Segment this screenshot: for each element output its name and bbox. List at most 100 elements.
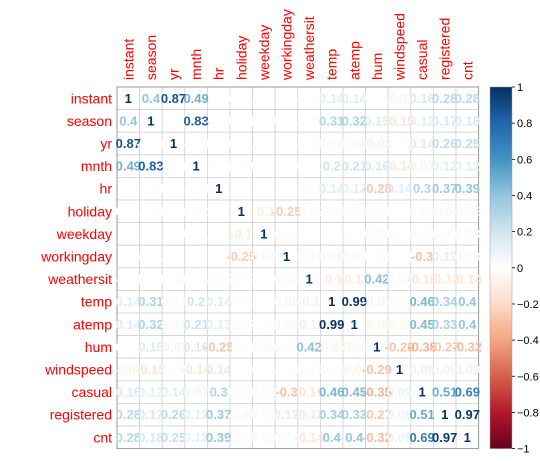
cell-value: -0.35: [407, 339, 437, 354]
cell-value: -0.1: [298, 294, 320, 309]
cell-value: -0.05: [339, 339, 369, 354]
cell-value: 0: [260, 113, 267, 128]
cell-value: 0.12: [183, 430, 208, 445]
legend-tick-label: 0.6: [517, 154, 532, 166]
cell-value: -0.01: [136, 181, 166, 196]
cell-value: -0.03: [226, 317, 256, 332]
cell-value: 0: [283, 181, 290, 196]
cell-value: 1: [418, 385, 425, 400]
cell-value: -0.02: [317, 362, 347, 377]
cell-value: -0.15: [294, 385, 324, 400]
row-label: season: [67, 113, 112, 129]
cell-value: 0: [170, 226, 177, 241]
cell-value: -0.01: [159, 113, 189, 128]
cell-value: 0.34: [319, 407, 345, 422]
cell-value: 0: [125, 181, 132, 196]
cell-value: 0.18: [138, 430, 163, 445]
cell-value: -0.1: [230, 226, 252, 241]
cell-value: 0.09: [387, 430, 412, 445]
cell-value: -0.14: [181, 362, 211, 377]
cell-value: 0.14: [206, 362, 232, 377]
cell-value: 0.37: [432, 181, 457, 196]
cell-value: 0.01: [161, 204, 186, 219]
cell-value: -0.3: [275, 385, 297, 400]
cell-value: -0.11: [295, 317, 324, 332]
cell-value: 0: [147, 226, 154, 241]
cell-value: 0.15: [138, 339, 163, 354]
cell-value: -0.27: [430, 339, 460, 354]
legend-tick-label: −0.6: [517, 371, 539, 383]
cell-value: 0.14: [116, 294, 142, 309]
row-label: workingday: [40, 249, 112, 265]
cell-value: 0.15: [364, 113, 389, 128]
cell-value: 0.01: [274, 113, 299, 128]
cell-value: 0.07: [183, 385, 208, 400]
cell-value: 0.12: [455, 159, 480, 174]
cell-value: 0.99: [319, 317, 344, 332]
cell-value: -0.01: [385, 136, 415, 151]
cell-value: -0.01: [136, 136, 166, 151]
cell-value: 1: [192, 159, 199, 174]
cell-value: -0.25: [226, 249, 256, 264]
row-label: instant: [71, 90, 112, 106]
cell-value: 0: [260, 181, 267, 196]
cell-value: 0.37: [206, 407, 231, 422]
cell-value: 1: [396, 362, 403, 377]
column-label: instant: [120, 39, 136, 80]
cell-value: 0.02: [432, 226, 457, 241]
cell-value: 0.05: [342, 249, 367, 264]
cell-value: -0.12: [430, 272, 460, 287]
column-label: season: [143, 35, 159, 80]
cell-value: 0.87: [161, 91, 186, 106]
legend-tick-label: −1: [517, 444, 530, 456]
grid-border: [116, 86, 480, 450]
cell-value: 0.12: [432, 159, 457, 174]
row-label: mnth: [81, 158, 112, 174]
cell-value: 0.14: [206, 294, 232, 309]
cell-value: 0.34: [432, 294, 458, 309]
cell-value: 0.01: [364, 91, 389, 106]
cell-value: 0: [215, 136, 222, 151]
cell-value: 1: [351, 317, 358, 332]
cell-value: 0.42: [364, 272, 389, 287]
cell-value: -0.02: [385, 294, 415, 309]
cell-value: 0.09: [455, 362, 480, 377]
cell-value: 0.01: [116, 339, 141, 354]
column-labels: instant season yr mnth hr holiday weekday worki…: [120, 9, 475, 81]
legend-tick-label: −0.2: [517, 299, 539, 311]
cell-value: 0.05: [274, 317, 299, 332]
cell-value: -0.07: [362, 294, 392, 309]
cell-value: -0.27: [362, 407, 392, 422]
column-label: holiday: [233, 36, 249, 80]
cell-value: 0.25: [455, 136, 480, 151]
cell-value: 0: [396, 204, 403, 219]
cell-value: 0.13: [342, 181, 367, 196]
cell-value: -0.01: [226, 113, 256, 128]
cell-value: 0.04: [296, 249, 322, 264]
cell-value: 0.12: [138, 385, 163, 400]
cell-value: -0.01: [385, 249, 415, 264]
cell-value: 0.01: [251, 159, 276, 174]
cell-value: 0.01: [183, 226, 208, 241]
cell-value: 0: [283, 91, 290, 106]
cell-value: -0.01: [362, 204, 392, 219]
cell-value: 0.04: [342, 136, 368, 151]
cell-value: 0.12: [409, 113, 434, 128]
cell-value: -0.14: [385, 159, 415, 174]
cell-value: 0.14: [342, 91, 368, 106]
column-label: weekday: [256, 25, 272, 81]
cell-value: -0.02: [226, 272, 256, 287]
cell-value: 0: [215, 204, 222, 219]
cell-value: 0.4: [119, 113, 138, 128]
cell-value: 0.83: [138, 159, 163, 174]
cell-value: 1: [147, 113, 154, 128]
cell-value: 1: [328, 294, 335, 309]
cell-value: 1: [170, 136, 177, 151]
cell-value: 0.45: [342, 385, 367, 400]
row-label: registered: [50, 407, 112, 423]
cell-value: 0.04: [161, 294, 187, 309]
column-label: atemp: [346, 41, 362, 80]
cell-value: -0.01: [272, 362, 302, 377]
cell-value: -0.07: [317, 339, 347, 354]
cell-value: -0.1: [320, 272, 342, 287]
